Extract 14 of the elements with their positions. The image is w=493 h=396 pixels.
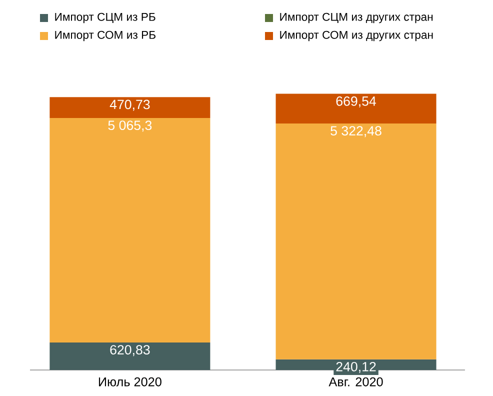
bar [276,123,436,360]
legend-label: Импорт СЦМ из РБ [55,12,156,24]
legend-label: Импорт СОМ из других стран [280,30,433,42]
data-label: 240,12 [336,362,376,373]
x-tick-label: Авг. 2020 [328,377,383,386]
data-label: 470,73 [110,100,150,111]
bar [50,118,210,342]
legend-label: Импорт СОМ из РБ [55,30,156,42]
data-label: 5 065,3 [108,120,152,132]
data-label: 5 322,48 [330,126,382,138]
data-label: 620,83 [110,345,150,356]
legend-label: Импорт СЦМ из других стран [280,12,433,24]
x-tick-label: Июль 2020 [98,377,162,386]
data-label: 669,54 [336,96,376,108]
